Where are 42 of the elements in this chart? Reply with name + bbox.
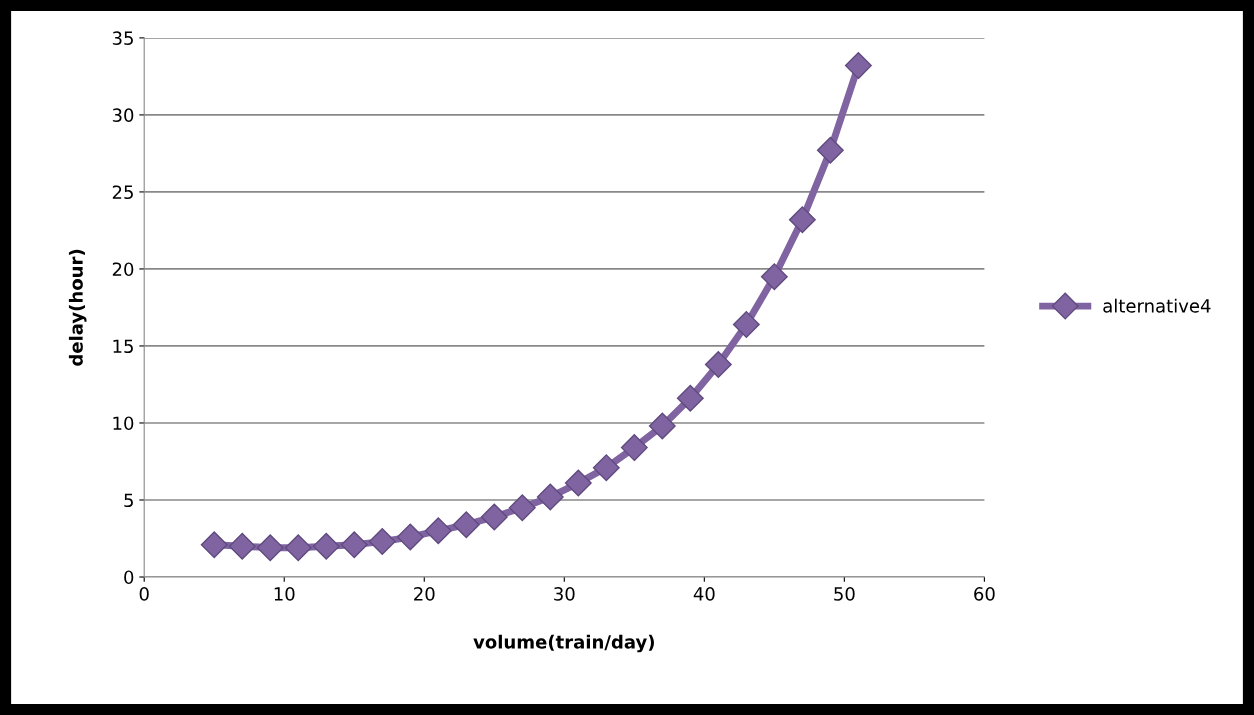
point bbox=[620, 434, 648, 462]
y-tick-label: 30 bbox=[112, 108, 134, 123]
x-tick-label: 60 bbox=[974, 587, 995, 601]
point bbox=[648, 412, 676, 440]
point bbox=[788, 206, 816, 234]
x-tick-label: 50 bbox=[834, 587, 855, 601]
point bbox=[200, 531, 228, 559]
y-tick-label: 0 bbox=[124, 570, 134, 585]
point bbox=[592, 454, 620, 482]
point bbox=[480, 503, 508, 531]
point bbox=[340, 531, 368, 559]
point bbox=[732, 310, 760, 338]
y-tick-label: 25 bbox=[112, 185, 133, 200]
point bbox=[424, 517, 452, 545]
point bbox=[228, 532, 256, 560]
point bbox=[760, 263, 788, 291]
point bbox=[816, 136, 844, 164]
y-tick-label: 15 bbox=[113, 339, 133, 354]
point bbox=[536, 483, 564, 511]
x-axis-title: volume(train/day) bbox=[473, 634, 654, 653]
point bbox=[452, 511, 480, 539]
y-axis-title: delay(hour) bbox=[68, 249, 87, 366]
x-tick-label: 10 bbox=[274, 587, 295, 601]
point bbox=[312, 532, 340, 560]
point bbox=[564, 469, 592, 497]
point bbox=[676, 384, 704, 412]
point bbox=[368, 528, 396, 556]
point bbox=[844, 52, 872, 80]
point bbox=[396, 523, 424, 551]
y-tick-label: 20 bbox=[112, 262, 134, 277]
y-tick-label: 10 bbox=[113, 416, 134, 431]
x-tick-label: 20 bbox=[414, 587, 435, 601]
point bbox=[508, 494, 536, 522]
x-tick-label: 40 bbox=[693, 587, 715, 601]
point bbox=[284, 534, 312, 562]
legend-label: alternative4 bbox=[1103, 298, 1211, 313]
point bbox=[256, 534, 284, 562]
y-tick-label: 5 bbox=[124, 493, 133, 508]
point bbox=[704, 350, 732, 378]
x-tick-label: 0 bbox=[139, 587, 149, 601]
x-tick-label: 30 bbox=[554, 587, 575, 601]
y-tick-label: 35 bbox=[112, 31, 133, 46]
